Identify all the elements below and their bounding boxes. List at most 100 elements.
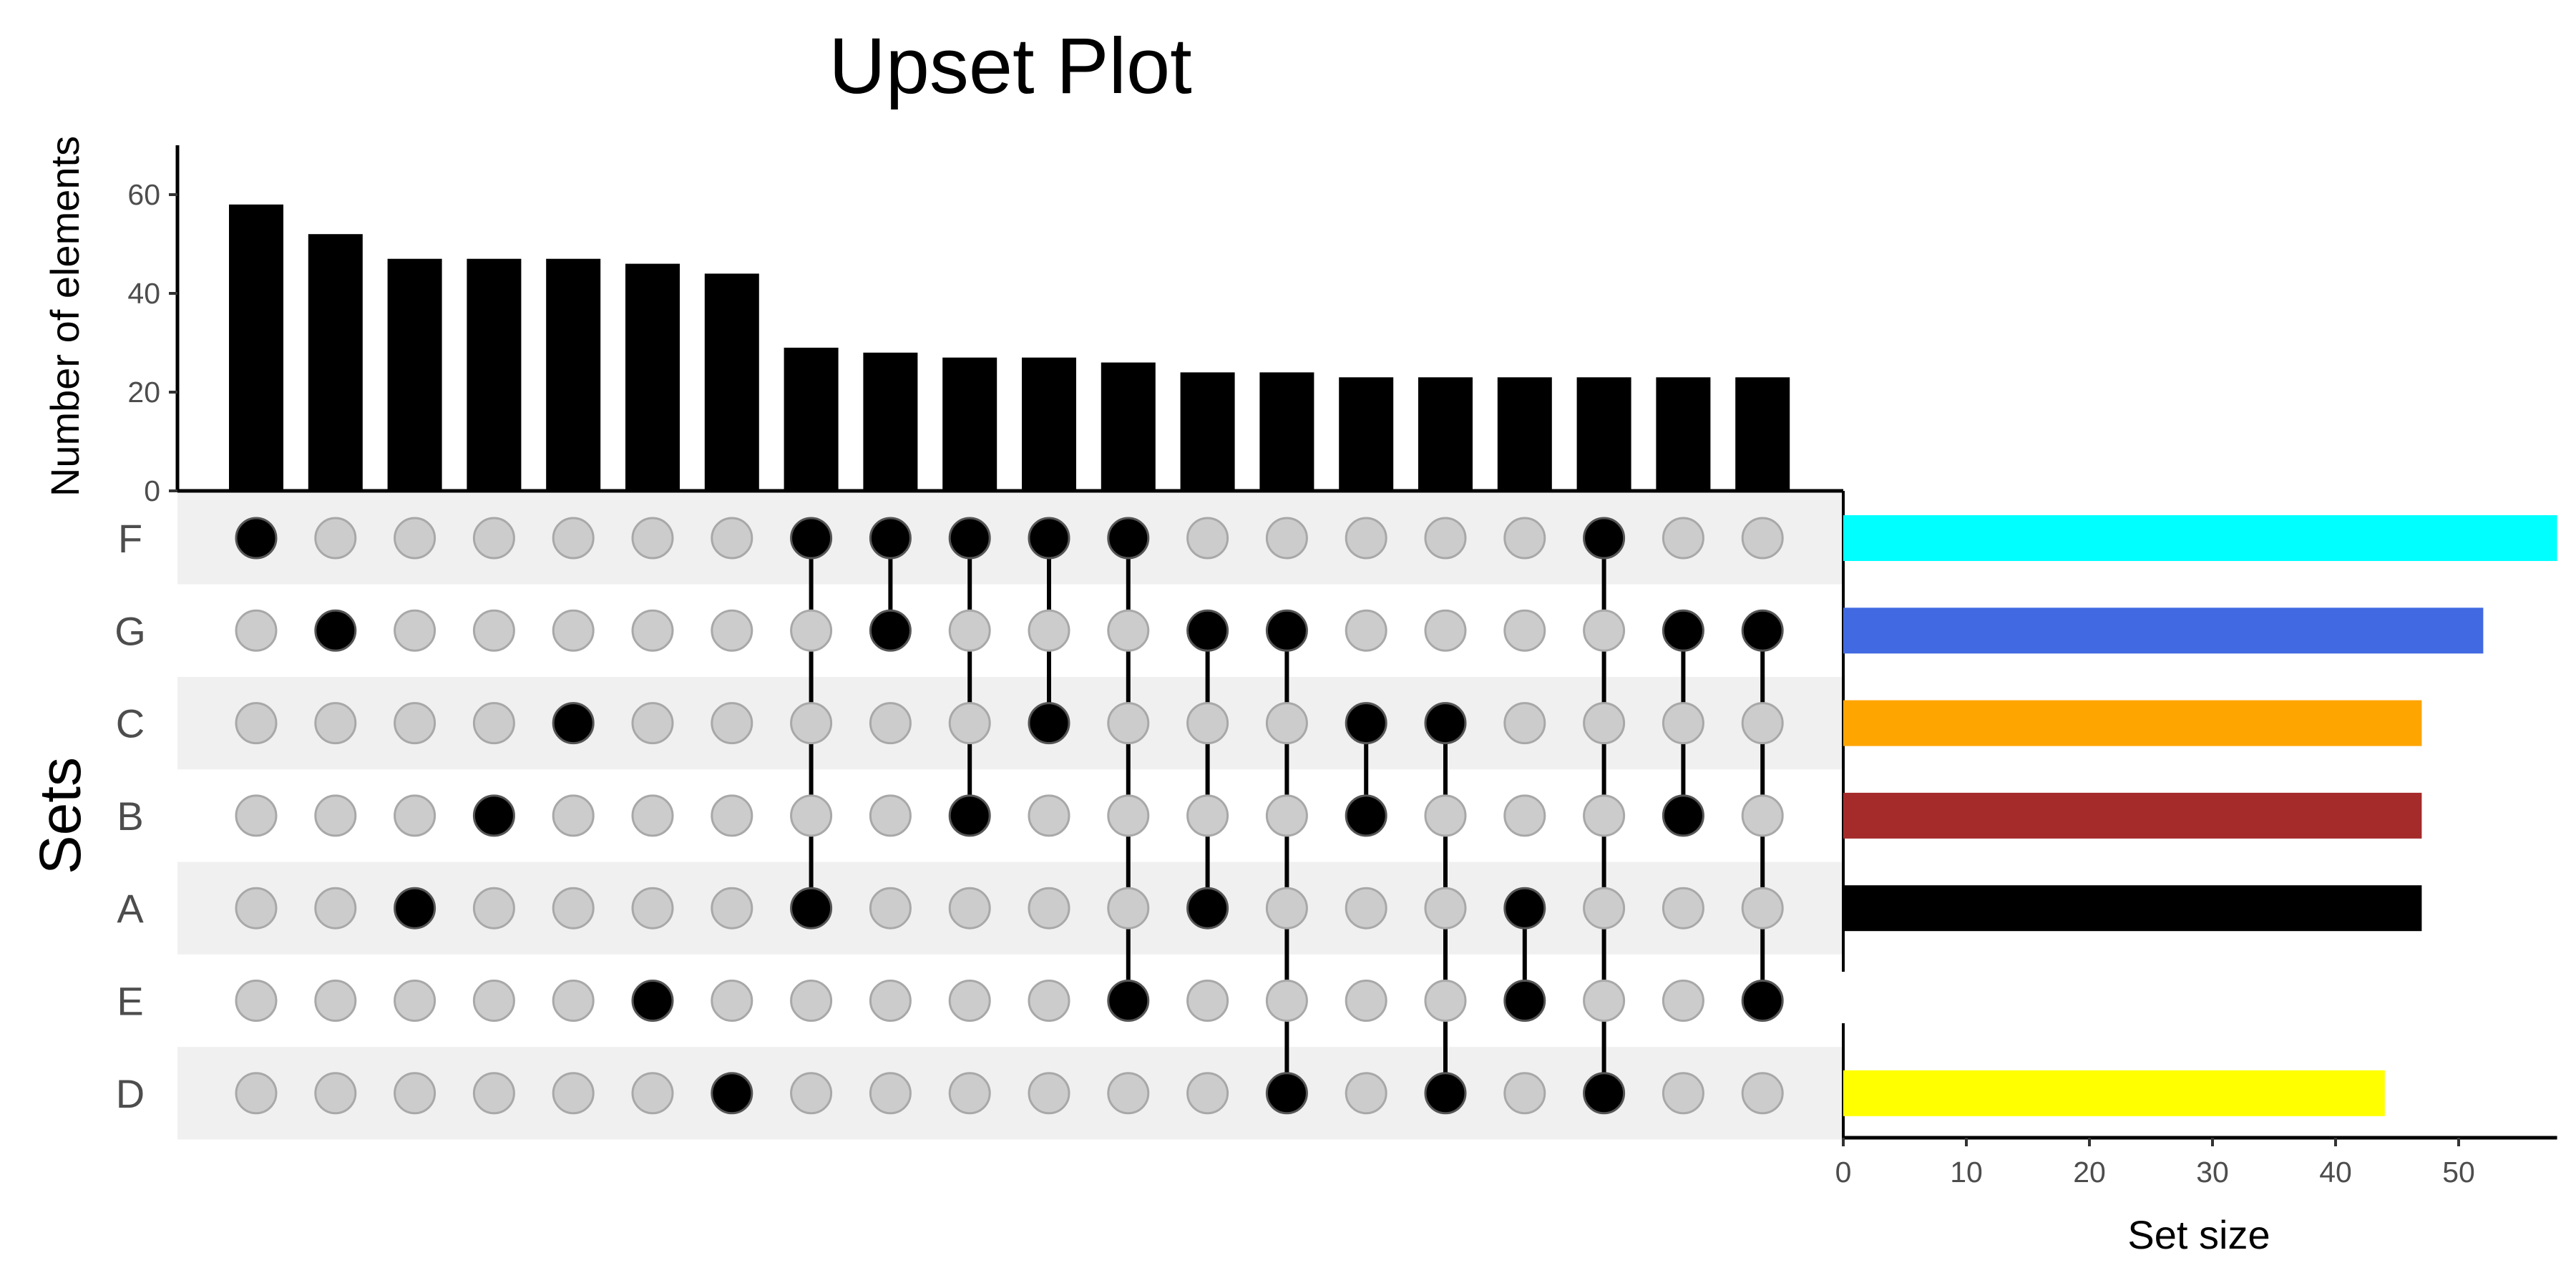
matrix-dot — [1028, 980, 1070, 1022]
set-label: F — [118, 516, 142, 561]
matrix-dot-active — [1107, 517, 1150, 560]
matrix-dot-active — [1345, 702, 1387, 745]
intersection-bar — [1259, 372, 1314, 491]
intersection-bar — [467, 258, 522, 491]
matrix-dot — [314, 1072, 357, 1115]
matrix-dot-active — [1265, 609, 1308, 652]
matrix-dot — [472, 517, 515, 560]
set-size-x-tick-label: 20 — [2073, 1156, 2106, 1189]
matrix-dot-active — [1662, 609, 1704, 652]
matrix-dot — [1424, 980, 1467, 1022]
matrix-dot-active — [1503, 980, 1546, 1022]
matrix-dot — [394, 609, 436, 652]
matrix-dot — [394, 517, 436, 560]
matrix-dot-active — [1741, 609, 1784, 652]
matrix-dot — [1028, 609, 1070, 652]
matrix-dot — [631, 609, 674, 652]
matrix-dot — [790, 1072, 833, 1115]
intersection-y-tick-label: 20 — [127, 376, 160, 409]
matrix-dot — [1503, 1072, 1546, 1115]
matrix-dot-active — [1583, 1072, 1626, 1115]
matrix-dot — [1583, 609, 1626, 652]
matrix-dot — [869, 794, 912, 837]
matrix-dot — [869, 1072, 912, 1115]
matrix-dot — [552, 609, 595, 652]
matrix-dot — [1583, 794, 1626, 837]
matrix-dot — [948, 609, 991, 652]
matrix-dot-active — [1107, 980, 1150, 1022]
matrix-dot — [1107, 887, 1150, 930]
labels: Upset Plot Number of elements Sets Set s… — [28, 22, 2270, 1257]
matrix-dot-active — [631, 980, 674, 1022]
matrix-dot — [1741, 1072, 1784, 1115]
set-size-bar — [1843, 792, 2422, 839]
matrix-dot — [472, 887, 515, 930]
matrix-dot — [1424, 887, 1467, 930]
intersection-axis-title: Number of elements — [42, 136, 87, 497]
matrix-dot — [552, 980, 595, 1022]
intersection-bar — [784, 347, 839, 491]
matrix-dot-active — [1186, 609, 1229, 652]
matrix-dot — [1107, 609, 1150, 652]
matrix-dot-active — [948, 794, 991, 837]
intersection-bar — [1339, 377, 1394, 491]
intersection-bar — [1101, 362, 1156, 491]
set-size-bar — [1843, 885, 2422, 932]
matrix-row-stripe — [177, 492, 1843, 585]
matrix-dot — [1265, 794, 1308, 837]
matrix-dot — [472, 980, 515, 1022]
matrix-dot — [1583, 702, 1626, 745]
matrix-dot-active — [1424, 1072, 1467, 1115]
set-size-bar — [1843, 1070, 2385, 1116]
matrix-dot-active — [1265, 1072, 1308, 1115]
matrix-dot — [472, 702, 515, 745]
matrix-dot — [948, 887, 991, 930]
matrix-dot — [1107, 794, 1150, 837]
matrix-dot — [1028, 1072, 1070, 1115]
intersection-bar — [1497, 377, 1552, 491]
matrix-dot — [1186, 794, 1229, 837]
intersection-bar — [1735, 377, 1790, 491]
matrix-dot — [1265, 980, 1308, 1022]
matrix-dot-active — [711, 1072, 753, 1115]
matrix-dot-active — [790, 517, 833, 560]
matrix-dot-active — [1424, 702, 1467, 745]
intersection-bar — [1576, 377, 1631, 491]
set-size-bar — [1843, 700, 2422, 746]
matrix-dot — [472, 609, 515, 652]
matrix-dot — [711, 887, 753, 930]
matrix-dot — [631, 794, 674, 837]
matrix-dot — [1186, 702, 1229, 745]
intersection-bars — [229, 204, 1790, 491]
matrix-dot — [631, 887, 674, 930]
matrix-dot — [948, 980, 991, 1022]
intersection-bar — [625, 263, 680, 491]
intersection-bar — [546, 258, 601, 491]
set-size-x-tick-label: 50 — [2442, 1156, 2475, 1189]
matrix-dot — [790, 702, 833, 745]
intersection-y-tick-label: 0 — [144, 474, 160, 507]
matrix-dot — [1503, 517, 1546, 560]
intersection-bar — [308, 234, 363, 491]
matrix-dot-active — [314, 609, 357, 652]
matrix-dot-active — [1186, 887, 1229, 930]
set-size-x-tick-label: 0 — [1835, 1156, 1852, 1189]
matrix-dot — [235, 1072, 278, 1115]
matrix-dot-active — [472, 794, 515, 837]
intersection-bar — [704, 273, 759, 491]
matrix-dot — [552, 517, 595, 560]
matrix-dot — [790, 980, 833, 1022]
matrix-dot — [1662, 887, 1704, 930]
matrix-dot-active — [1741, 980, 1784, 1022]
matrix-dot — [631, 1072, 674, 1115]
matrix-dot-active — [948, 517, 991, 560]
matrix-dot — [1424, 517, 1467, 560]
intersection-bar — [863, 352, 918, 491]
set-size-x-tick-label: 40 — [2319, 1156, 2352, 1189]
intersection-bar — [1022, 357, 1076, 491]
matrix-dot — [1265, 517, 1308, 560]
matrix-dot — [1345, 980, 1387, 1022]
matrix-row-backgrounds — [177, 492, 1843, 1140]
set-size-bar — [1843, 608, 2484, 654]
matrix-dot — [314, 517, 357, 560]
